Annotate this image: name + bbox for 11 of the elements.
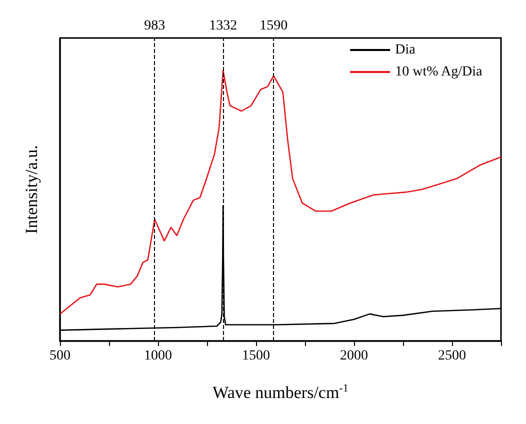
ref-line-label: 1590 [260, 18, 288, 34]
ref-line-label: 983 [144, 18, 166, 34]
x-tick-label: 500 [50, 348, 70, 364]
legend-label: 10 wt% Ag/Dia [395, 64, 484, 80]
x-tick-label: 2000 [340, 348, 368, 364]
x-tick-label: 1500 [242, 348, 270, 364]
legend-label: Dia [395, 42, 416, 58]
y-axis-title: Intensity/a.u. [22, 145, 41, 234]
x-tick-label: 1000 [144, 348, 172, 364]
ref-line-label: 1332 [209, 18, 238, 34]
x-tick-label: 2500 [438, 348, 466, 364]
